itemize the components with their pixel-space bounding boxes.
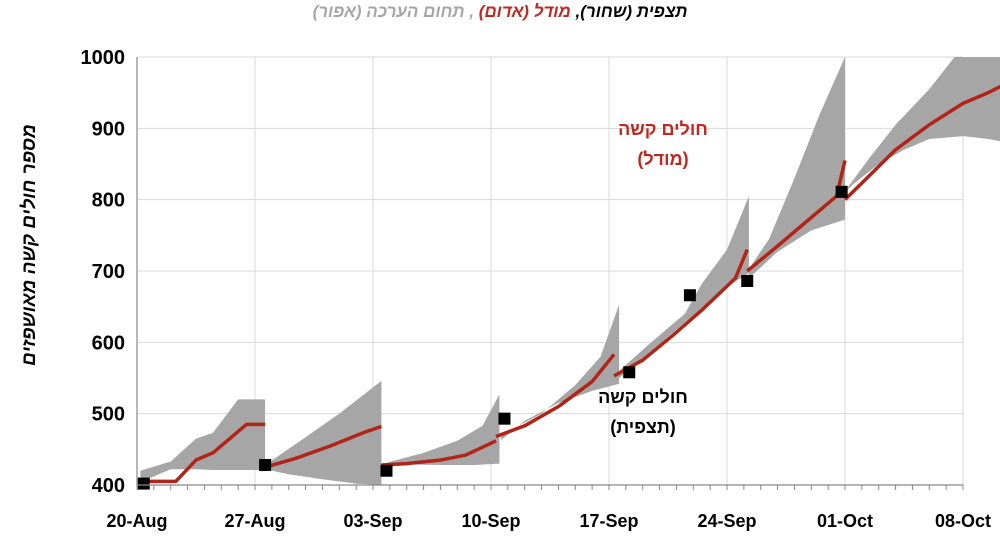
x-tick-label: 08-Oct bbox=[935, 511, 991, 531]
y-tick-label: 800 bbox=[92, 190, 125, 212]
x-tick-label: 03-Sep bbox=[343, 511, 402, 531]
observed-point bbox=[498, 412, 511, 425]
model-annotation-line1: חולים קשה bbox=[618, 119, 708, 139]
model-line-segment bbox=[143, 422, 266, 484]
chart-title: תצפית (שחור), מודל (אדום) , תחום הערכה (… bbox=[0, 2, 1000, 22]
estimate-band bbox=[845, 57, 1000, 193]
model-annotation-line2: (מודל) bbox=[637, 149, 689, 169]
estimate-band bbox=[619, 196, 749, 378]
observed-point bbox=[741, 274, 754, 287]
observed-annotation-line1: חולים קשה bbox=[598, 387, 688, 407]
observed-point bbox=[683, 289, 696, 302]
model-line-segment bbox=[746, 160, 847, 273]
observed-point bbox=[137, 477, 150, 490]
y-tick-label: 400 bbox=[92, 475, 125, 497]
model-annotation: חולים קשה (מודל) bbox=[588, 114, 738, 174]
y-tick-label: 700 bbox=[92, 261, 125, 283]
estimate-band bbox=[748, 57, 845, 279]
y-tick-label: 900 bbox=[92, 118, 125, 140]
x-tick-label: 10-Sep bbox=[461, 511, 520, 531]
x-tick-label: 24-Sep bbox=[697, 511, 756, 531]
estimate-band bbox=[501, 304, 620, 441]
model-line-segment bbox=[264, 424, 382, 469]
model-line-segment bbox=[495, 353, 616, 439]
x-tick-label: 20-Aug bbox=[106, 511, 167, 531]
estimate-band bbox=[383, 394, 500, 468]
observed-point bbox=[623, 366, 636, 379]
observed-point bbox=[380, 464, 393, 477]
x-tick-label: 17-Sep bbox=[579, 511, 638, 531]
observed-point bbox=[835, 185, 848, 198]
observed-annotation: חולים קשה (תצפית) bbox=[568, 382, 718, 442]
model-line-segment bbox=[381, 439, 497, 467]
observed-annotation-line2: (תצפית) bbox=[610, 417, 676, 437]
model-line-segment bbox=[843, 84, 1000, 201]
x-tick-label: 01-Oct bbox=[817, 511, 873, 531]
model-line-segment bbox=[613, 248, 749, 378]
y-tick-label: 500 bbox=[92, 404, 125, 426]
title-band: , תחום הערכה (אפור) bbox=[312, 2, 475, 21]
estimate-band bbox=[140, 399, 266, 483]
title-model: מודל (אדום) bbox=[478, 2, 571, 21]
observed-point bbox=[259, 459, 272, 472]
y-tick-label: 1000 bbox=[81, 47, 126, 69]
y-tick-label: 600 bbox=[92, 332, 125, 354]
x-tick-label: 27-Aug bbox=[224, 511, 285, 531]
title-observed: תצפית (שחור), bbox=[575, 2, 688, 21]
